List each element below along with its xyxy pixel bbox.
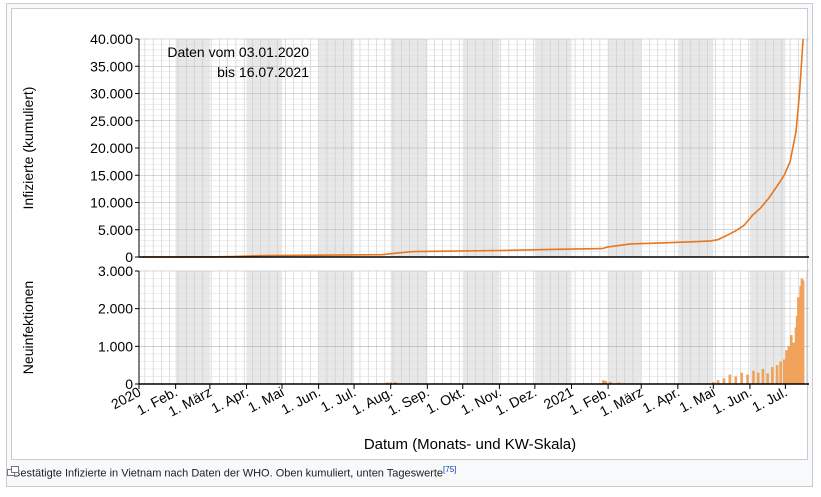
x-tick-label: 1. Jun.	[710, 384, 755, 418]
daily-bar	[389, 382, 392, 384]
daily-bar	[782, 359, 786, 384]
y-tick-label: 30.000	[90, 86, 133, 102]
month-shading	[677, 271, 714, 384]
y-tick-label: 20.000	[90, 140, 133, 156]
daily-bar	[734, 376, 738, 384]
y-tick-label: 40.000	[90, 31, 133, 47]
chart-svg: 0 5.000 10.000 15.000 20.000 25.000 30.000 35.0…	[20, 31, 809, 453]
daily-bar	[801, 280, 805, 384]
y-tick-label: 10.000	[90, 195, 133, 211]
daily-bar	[716, 380, 720, 384]
daily-bar	[792, 342, 795, 384]
x-tick-label: 1. Apr.	[208, 384, 251, 417]
y-tick-label: 3.000	[98, 263, 133, 279]
figure-caption: Bestätigte Infizierte in Vietnam nach Da…	[13, 465, 456, 480]
daily-bar	[785, 350, 788, 384]
daily-bar	[394, 382, 397, 384]
month-shading	[318, 271, 355, 384]
magnify-clip-icon[interactable]	[7, 466, 19, 476]
caption-reference-link[interactable]: [75]	[443, 465, 457, 474]
date-range-annotation-line2: bis 16.07.2021	[217, 64, 309, 80]
y-tick-label: 2.000	[98, 301, 133, 317]
x-tick-label: 1. Mai	[677, 384, 718, 416]
x-tick-label: 1. Jun.	[278, 384, 323, 418]
daily-bar	[789, 335, 793, 384]
daily-bar	[711, 382, 715, 384]
y-axis-title-bottom: Neuinfektionen	[20, 281, 36, 374]
daily-bar	[771, 367, 774, 384]
daily-bar	[761, 368, 765, 384]
y-tick-label: 15.000	[90, 167, 133, 183]
y-tick-label: 0	[125, 376, 133, 392]
daily-bar	[756, 372, 760, 384]
x-tick-label: 1. Apr.	[640, 384, 683, 417]
y-tick-label: 25.000	[90, 113, 133, 129]
x-tick-label: 1. Mai	[245, 384, 286, 416]
y-tick-label: 0	[125, 249, 133, 265]
chart-area: 0 5.000 10.000 15.000 20.000 25.000 30.000 35.0…	[11, 8, 809, 460]
cumulative-series-line	[141, 38, 804, 258]
month-shading	[390, 271, 428, 384]
daily-bar	[602, 380, 605, 384]
y-axis-title-top: Infizierte (kumuliert)	[20, 87, 36, 210]
daily-bar	[766, 373, 769, 384]
date-range-annotation-line1: Daten vom 03.01.2020	[167, 44, 309, 60]
daily-bar	[746, 374, 749, 384]
x-tick-label: 1. Aug.	[349, 384, 395, 419]
daily-bar	[740, 372, 743, 384]
y-tick-label: 1.000	[98, 338, 133, 354]
daily-bar	[728, 374, 732, 384]
month-shading	[175, 271, 210, 384]
x-tick-label: 1. Okt.	[423, 384, 467, 417]
y-tick-label: 35.000	[90, 58, 133, 74]
daily-bar	[722, 378, 726, 384]
x-tick-label: 1. Jul.	[749, 384, 789, 416]
daily-bar	[752, 370, 755, 384]
daily-bar	[617, 382, 621, 384]
daily-bar	[609, 381, 612, 384]
x-axis-title: Datum (Monats- und KW-Skala)	[364, 436, 576, 453]
month-shading	[462, 271, 500, 384]
daily-bar	[779, 361, 782, 384]
daily-bar	[604, 380, 608, 384]
month-shading	[246, 271, 282, 384]
y-tick-label: 5.000	[98, 222, 133, 238]
daily-bar	[385, 382, 389, 384]
daily-bar	[775, 365, 779, 384]
caption-text: Bestätigte Infizierte in Vietnam nach Da…	[13, 467, 444, 480]
month-shading	[534, 271, 572, 384]
daily-bar	[787, 346, 791, 384]
figure-frame: 0 5.000 10.000 15.000 20.000 25.000 30.000 35.0…	[6, 3, 813, 487]
